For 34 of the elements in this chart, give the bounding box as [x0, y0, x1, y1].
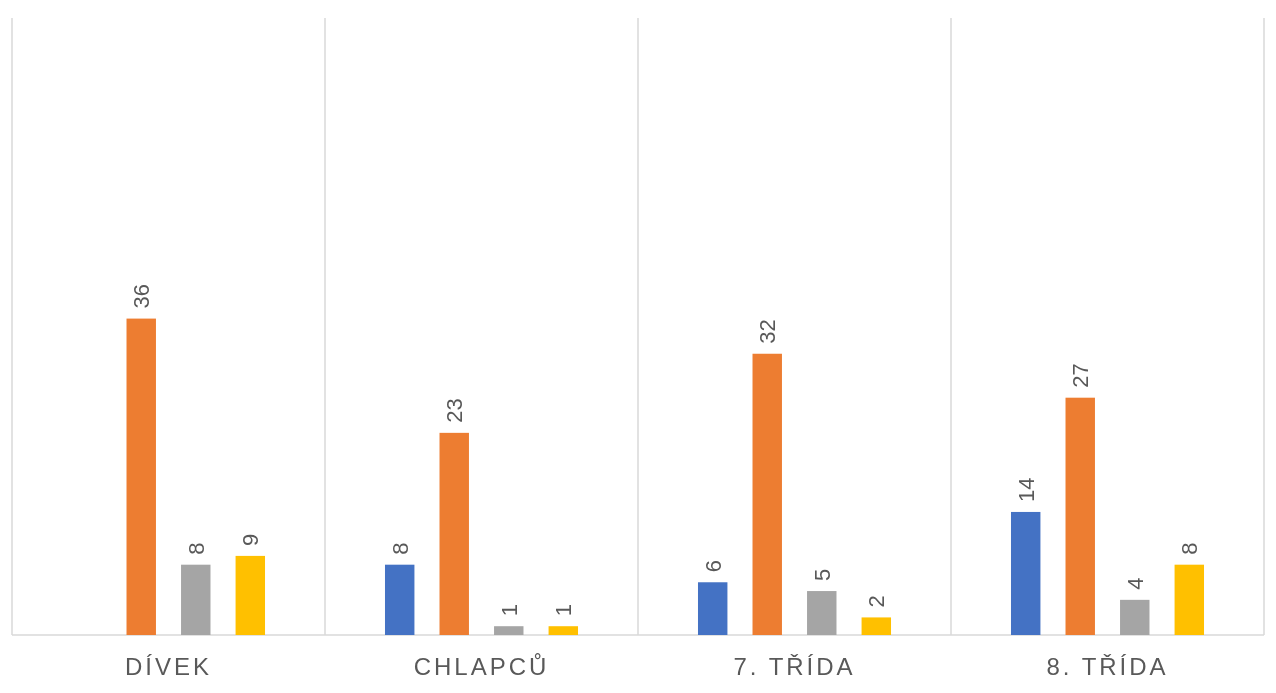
bar — [1174, 564, 1205, 635]
bar — [384, 564, 415, 635]
data-label: 8 — [183, 542, 209, 555]
bar — [861, 617, 892, 635]
data-label: 9 — [238, 533, 264, 546]
data-label: 8 — [1177, 542, 1203, 555]
data-label: 14 — [1013, 477, 1039, 502]
data-label: 2 — [864, 595, 890, 608]
data-label: 32 — [755, 319, 781, 344]
bar — [439, 432, 469, 635]
data-label: 36 — [129, 284, 155, 309]
data-label: 6 — [700, 560, 726, 573]
data-label: 1 — [496, 603, 522, 617]
data-label: 23 — [442, 398, 468, 423]
x-tick-label: DÍVEK — [124, 653, 213, 680]
bar — [181, 564, 211, 635]
bar — [235, 555, 266, 635]
x-tick-label: 8. TŘÍDA — [1046, 653, 1169, 680]
data-label: 5 — [809, 568, 835, 582]
bar — [807, 591, 837, 635]
bar — [1120, 599, 1150, 635]
bar — [1010, 511, 1041, 635]
bar — [494, 626, 524, 635]
data-label: 8 — [387, 542, 413, 555]
bar — [1065, 397, 1095, 635]
x-tick-label: 7. TŘÍDA — [733, 653, 856, 680]
x-tick-label: CHLAPCŮ — [413, 652, 550, 680]
data-label: 4 — [1122, 577, 1148, 590]
bar — [697, 582, 728, 635]
data-label: 1 — [551, 603, 577, 617]
data-label: 27 — [1068, 363, 1094, 388]
bar — [752, 353, 782, 635]
bar — [126, 318, 156, 635]
bar — [548, 626, 579, 635]
